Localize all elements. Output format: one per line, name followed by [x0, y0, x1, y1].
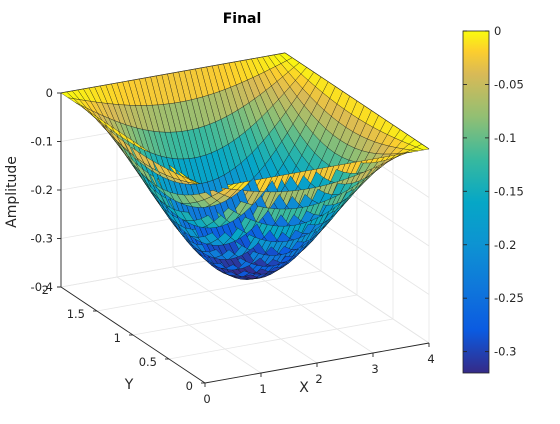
z-tick-label: -0.2	[31, 183, 53, 197]
x-tick-label: 0	[203, 392, 210, 406]
y-tick-label: 1	[114, 331, 121, 345]
colorbar-tick-label: -0.05	[494, 77, 524, 91]
colorbar-tick-label: 0	[494, 24, 501, 38]
colorbar-tick-label: -0.1	[494, 131, 516, 145]
colorbar-tick-label: -0.2	[494, 238, 516, 252]
colorbar-tick-label: -0.3	[494, 345, 516, 359]
z-tick-label: -0.3	[31, 232, 53, 246]
colorbar-gradient	[462, 30, 490, 374]
grid-line	[96, 270, 322, 312]
z-tick-label: -0.4	[31, 280, 53, 294]
x-tick-label: 4	[427, 352, 434, 366]
y-tick-label: 0.5	[139, 355, 157, 369]
grid-line	[168, 318, 394, 360]
colorbar-ticks: 0 -0.05 -0.1 -0.15 -0.2 -0.25 -0.3	[463, 24, 524, 359]
colorbar-tick-label: -0.25	[494, 291, 524, 305]
surface-mesh	[60, 52, 430, 280]
z-axis-label: Amplitude	[4, 156, 20, 228]
chart-title: Final	[223, 11, 262, 27]
x-tick-label: 1	[259, 382, 266, 396]
surface-patch	[240, 278, 254, 280]
colorbar: 0 -0.05 -0.1 -0.15 -0.2 -0.25 -0.3	[462, 24, 524, 374]
y-axis-label: Y	[124, 377, 134, 393]
y-tick-label: 1.5	[67, 307, 85, 321]
y-tick-label: 0	[186, 379, 193, 393]
x-tick-label: 3	[371, 362, 378, 376]
colorbar-tick-label: -0.15	[494, 184, 524, 198]
x-tick-label: 2	[315, 372, 322, 386]
z-tick-label: 0	[46, 86, 53, 100]
grid-line	[132, 294, 358, 336]
z-tick-label: -0.1	[31, 135, 53, 149]
x-axis-label: X	[299, 380, 309, 396]
y-tick-label: 2	[42, 283, 49, 297]
